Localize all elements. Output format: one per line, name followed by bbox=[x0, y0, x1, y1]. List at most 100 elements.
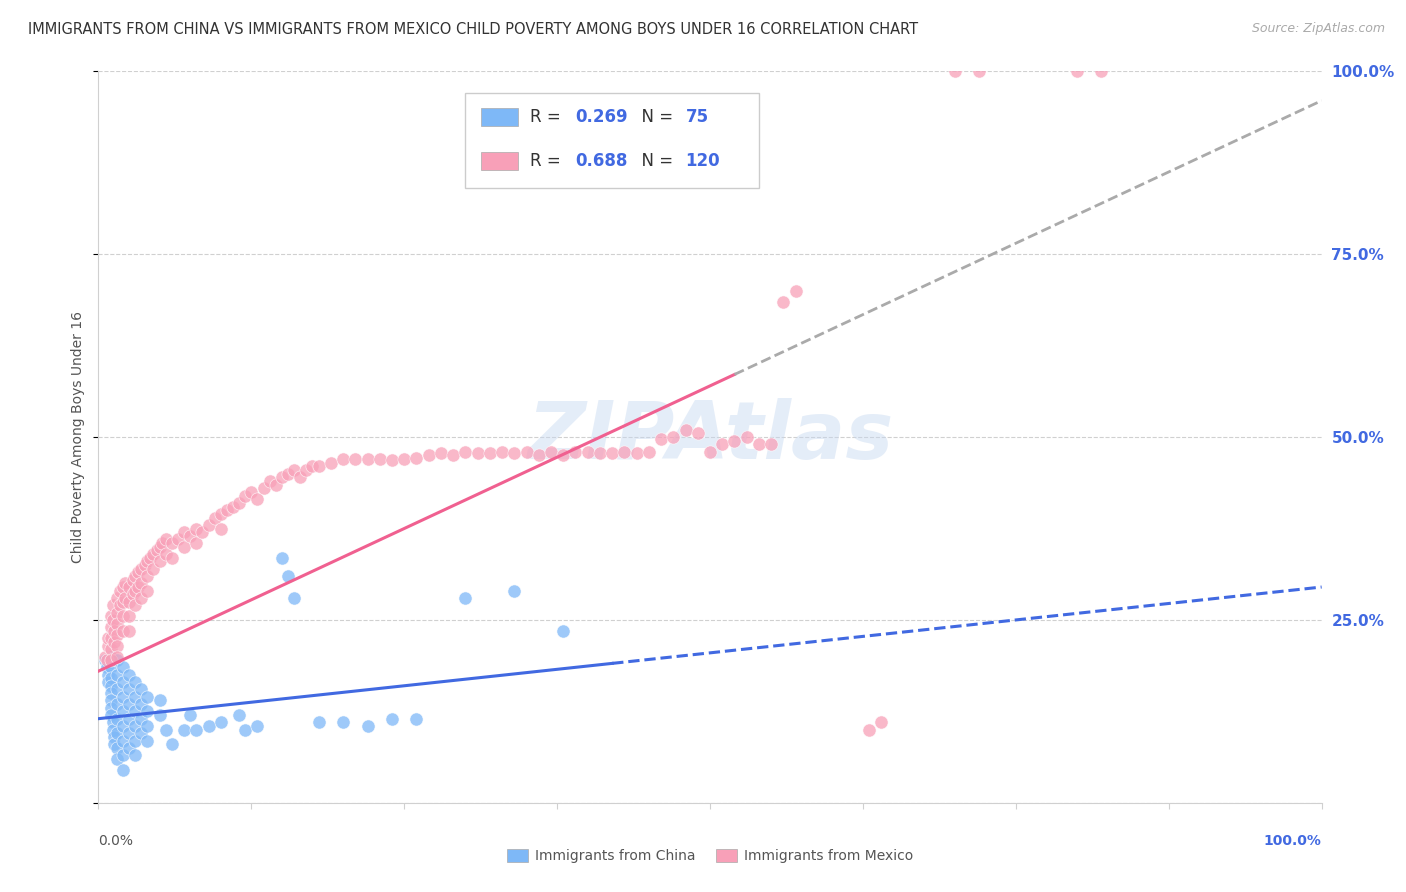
Text: 75: 75 bbox=[686, 108, 709, 126]
Point bbox=[576, 444, 599, 458]
Point bbox=[101, 723, 124, 737]
Point bbox=[1066, 64, 1088, 78]
Point bbox=[149, 708, 172, 723]
Point bbox=[100, 642, 122, 657]
Point bbox=[136, 569, 159, 583]
Point bbox=[160, 737, 183, 751]
Bar bbox=[481, 152, 517, 170]
Point bbox=[215, 503, 238, 517]
Point bbox=[478, 446, 501, 460]
Bar bbox=[481, 108, 517, 127]
Point bbox=[209, 507, 232, 521]
Point bbox=[441, 449, 464, 463]
Text: N =: N = bbox=[630, 108, 678, 126]
Point bbox=[252, 481, 274, 495]
Point bbox=[101, 613, 124, 627]
Point bbox=[100, 708, 122, 723]
Point bbox=[105, 649, 128, 664]
Point bbox=[100, 672, 122, 686]
Point bbox=[129, 726, 152, 740]
Point bbox=[264, 477, 287, 491]
Point bbox=[209, 521, 232, 535]
Point bbox=[142, 547, 165, 561]
Point bbox=[124, 748, 146, 763]
Text: 0.688: 0.688 bbox=[575, 152, 628, 169]
Point bbox=[136, 733, 159, 747]
Point bbox=[228, 708, 250, 723]
Point bbox=[97, 667, 120, 681]
Text: 0.0%: 0.0% bbox=[98, 834, 134, 848]
Point bbox=[454, 591, 477, 605]
Point bbox=[332, 715, 354, 730]
Point bbox=[111, 763, 134, 777]
Point bbox=[129, 576, 152, 591]
Point bbox=[186, 723, 208, 737]
Point bbox=[356, 719, 378, 733]
Point bbox=[124, 733, 146, 747]
Point bbox=[246, 719, 269, 733]
Point bbox=[723, 434, 745, 448]
Text: 120: 120 bbox=[686, 152, 720, 169]
Point bbox=[105, 752, 128, 766]
Point bbox=[105, 616, 128, 631]
Point bbox=[295, 463, 318, 477]
Point bbox=[308, 715, 330, 730]
Text: R =: R = bbox=[530, 152, 567, 169]
Point bbox=[277, 467, 299, 481]
Point bbox=[129, 682, 152, 697]
Point bbox=[943, 64, 966, 78]
Point bbox=[100, 693, 122, 707]
Point bbox=[100, 653, 122, 667]
Point bbox=[240, 485, 263, 500]
Point bbox=[105, 740, 128, 755]
Point bbox=[967, 64, 990, 78]
Point bbox=[467, 446, 489, 460]
Point bbox=[503, 446, 526, 460]
Point bbox=[136, 690, 159, 704]
Point bbox=[100, 609, 122, 624]
Point bbox=[270, 470, 294, 484]
Point bbox=[118, 580, 141, 594]
Point bbox=[638, 444, 661, 458]
Point bbox=[686, 426, 709, 441]
Point bbox=[118, 697, 141, 711]
Point bbox=[111, 733, 134, 747]
Point bbox=[114, 591, 136, 605]
Point bbox=[136, 554, 159, 568]
Point bbox=[761, 437, 783, 451]
Point bbox=[179, 529, 201, 543]
Point bbox=[222, 500, 245, 514]
Point bbox=[173, 540, 195, 554]
Point bbox=[118, 712, 141, 726]
Point bbox=[1090, 64, 1112, 78]
Point bbox=[124, 569, 146, 583]
Point bbox=[105, 653, 128, 667]
Point bbox=[127, 566, 149, 580]
Point bbox=[699, 444, 721, 458]
Legend: Immigrants from China, Immigrants from Mexico: Immigrants from China, Immigrants from M… bbox=[502, 844, 918, 869]
Point bbox=[290, 470, 312, 484]
Point bbox=[233, 723, 256, 737]
Point bbox=[748, 437, 770, 451]
Point bbox=[381, 712, 404, 726]
Point bbox=[430, 446, 453, 460]
Point bbox=[650, 432, 672, 446]
Point bbox=[356, 452, 378, 467]
Point bbox=[270, 550, 294, 565]
FancyBboxPatch shape bbox=[465, 94, 759, 188]
Point bbox=[93, 653, 115, 667]
Point bbox=[105, 712, 128, 726]
Point bbox=[277, 569, 299, 583]
Point bbox=[111, 580, 134, 594]
Point bbox=[149, 693, 172, 707]
Point bbox=[124, 719, 146, 733]
Point bbox=[173, 525, 195, 540]
Point bbox=[301, 459, 323, 474]
Point bbox=[105, 639, 128, 653]
Point bbox=[197, 719, 219, 733]
Point bbox=[105, 726, 128, 740]
Point bbox=[553, 449, 575, 463]
Point bbox=[103, 635, 125, 649]
Point bbox=[711, 437, 734, 451]
Point bbox=[100, 632, 122, 646]
